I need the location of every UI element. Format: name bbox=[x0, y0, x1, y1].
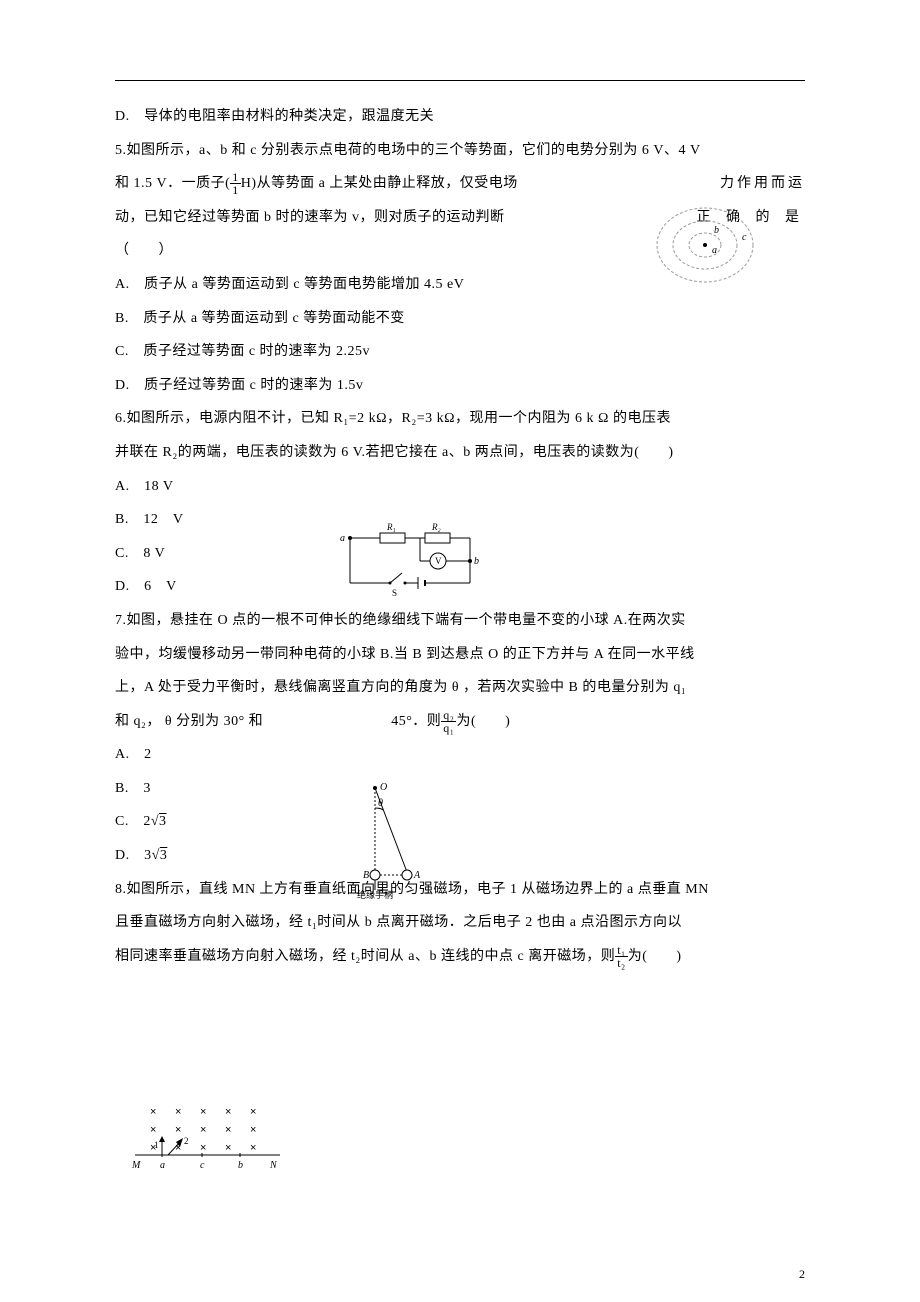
q8-stem3-left: 相同速率垂直磁场方向射入磁场，经 t₂时间从 a、b 连线的中点 c 离开磁场，… bbox=[115, 949, 615, 964]
q5-figure: a b c bbox=[650, 195, 760, 285]
svg-text:R₁: R₁ bbox=[386, 523, 396, 532]
svg-text:O: O bbox=[380, 782, 387, 793]
svg-text:θ: θ bbox=[378, 798, 383, 809]
q7-stem4: 和 q₂， θ 分别为 30° 和 45°．则q₂q₁为( ) bbox=[115, 705, 805, 739]
q6-stem2: 并联在 R₂的两端，电压表的读数为 6 V.若把它接在 a、b 两点间，电压表的… bbox=[115, 436, 805, 470]
svg-text:绝缘手柄: 绝缘手柄 bbox=[357, 889, 393, 900]
svg-text:b: b bbox=[238, 1160, 243, 1171]
svg-text:×: × bbox=[175, 1106, 181, 1118]
svg-text:×: × bbox=[250, 1142, 256, 1154]
svg-text:×: × bbox=[250, 1124, 256, 1136]
svg-text:×: × bbox=[200, 1142, 206, 1154]
q5-opt-b: B. 质子从 a 等势面运动到 c 等势面动能不变 bbox=[115, 302, 805, 336]
q7-stem3: 上，A 处于受力平衡时，悬线偏离竖直方向的角度为 θ ，若两次实验中 B 的电量… bbox=[115, 671, 805, 705]
q5-opt-c: C. 质子经过等势面 c 时的速率为 2.25v bbox=[115, 335, 805, 369]
q5-stem2-pre: 和 1.5 V．一质子( bbox=[115, 176, 230, 191]
svg-text:M: M bbox=[131, 1160, 141, 1171]
q7-frac: q₂q₁ bbox=[441, 709, 456, 734]
svg-text:V: V bbox=[435, 556, 442, 566]
q8-stem2: 且垂直磁场方向射入磁场，经 t₁时间从 b 点离开磁场．之后电子 2 也由 a … bbox=[115, 906, 805, 940]
svg-text:S: S bbox=[392, 588, 397, 598]
svg-text:A: A bbox=[413, 870, 421, 881]
q7-opt-d: D. 3√3 bbox=[115, 839, 805, 873]
svg-text:×: × bbox=[175, 1124, 181, 1136]
svg-text:×: × bbox=[250, 1106, 256, 1118]
q4-opt-d: D. 导体的电阻率由材料的种类决定，跟温度无关 bbox=[115, 100, 805, 134]
svg-text:c: c bbox=[200, 1160, 205, 1171]
svg-text:b: b bbox=[474, 556, 479, 567]
svg-text:a: a bbox=[160, 1160, 165, 1171]
q8-figure: ××××× ××××× ××××× 1 2 M a c b N bbox=[130, 1100, 290, 1175]
svg-text:×: × bbox=[150, 1106, 156, 1118]
q6-opt-a: A. 18 V bbox=[115, 470, 805, 504]
q6-stem1: 6.如图所示，电源内阻不计，已知 R₁=2 kΩ，R₂=3 kΩ，现用一个内阻为… bbox=[115, 402, 805, 436]
q5-opt-d: D. 质子经过等势面 c 时的速率为 1.5v bbox=[115, 369, 805, 403]
q6-figure: a b R₁ R₂ V S bbox=[340, 523, 480, 608]
svg-text:R₂: R₂ bbox=[431, 523, 441, 532]
q7-opt-c: C. 2√3 bbox=[115, 805, 805, 839]
q8-stem3-right: 为( ) bbox=[628, 949, 682, 964]
q5-stem3-left: 动，已知它经过等势面 b 时的速率为 v，则对质子的运动判断 bbox=[115, 210, 505, 225]
q8-stem1: 8.如图所示，直线 MN 上方有垂直纸面向里的匀强磁场，电子 1 从磁场边界上的… bbox=[115, 873, 805, 907]
q8-stem3: 相同速率垂直磁场方向射入磁场，经 t₂时间从 a、b 连线的中点 c 离开磁场，… bbox=[115, 940, 805, 974]
page-number: 2 bbox=[799, 1267, 805, 1282]
svg-text:×: × bbox=[150, 1124, 156, 1136]
svg-text:2: 2 bbox=[184, 1136, 189, 1146]
svg-text:×: × bbox=[225, 1124, 231, 1136]
q7-stem1: 7.如图，悬挂在 O 点的一根不可伸长的绝缘细线下端有一个带电量不变的小球 A.… bbox=[115, 604, 805, 638]
q5-isotope: 11 bbox=[230, 171, 241, 196]
q7-stem4-left: 和 q₂， θ 分别为 30° 和 bbox=[115, 714, 263, 729]
q7-stem2: 验中，均缓慢移动另一带同种电荷的小球 B.当 B 到达悬点 O 的正下方并与 A… bbox=[115, 638, 805, 672]
svg-text:×: × bbox=[225, 1106, 231, 1118]
q5-h: H bbox=[241, 176, 252, 191]
svg-text:c: c bbox=[742, 232, 747, 243]
q5-stem1: 5.如图所示，a、b 和 c 分别表示点电荷的电场中的三个等势面，它们的电势分别… bbox=[115, 134, 805, 168]
svg-text:×: × bbox=[225, 1142, 231, 1154]
q7-stem4-mid: 45°．则 bbox=[391, 714, 441, 729]
q7-opt-a: A. 2 bbox=[115, 738, 805, 772]
svg-text:N: N bbox=[269, 1160, 278, 1171]
q8-frac: t₁t₂ bbox=[615, 944, 628, 969]
top-rule bbox=[115, 80, 805, 81]
q7-opt-b: B. 3 bbox=[115, 772, 805, 806]
q7-stem4-right: 为( ) bbox=[456, 714, 510, 729]
svg-text:1: 1 bbox=[154, 1140, 159, 1150]
svg-text:B: B bbox=[363, 870, 369, 881]
svg-text:×: × bbox=[200, 1106, 206, 1118]
q5-stem2-post: )从等势面 a 上某处由静止释放，仅受电场 bbox=[251, 176, 517, 191]
svg-text:×: × bbox=[200, 1124, 206, 1136]
q7-figure: O θ B A 绝缘手柄 bbox=[335, 780, 445, 900]
svg-text:a: a bbox=[340, 533, 345, 544]
svg-text:b: b bbox=[714, 225, 719, 236]
svg-text:a: a bbox=[712, 245, 717, 256]
